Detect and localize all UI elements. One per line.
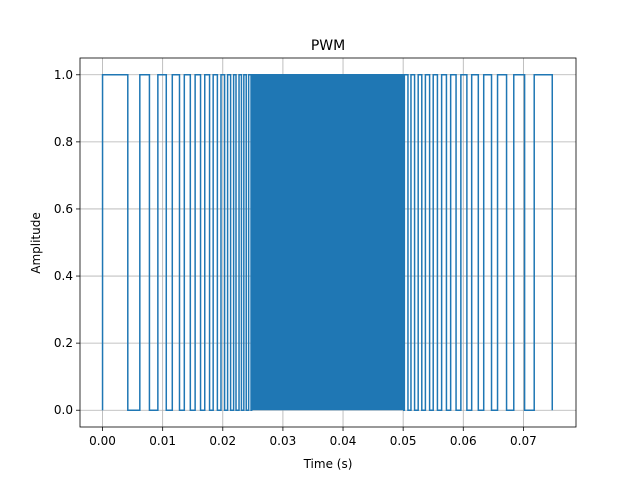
y-tick-label: 1.0 <box>54 68 73 82</box>
x-axis: 0.00 0.01 0.02 0.03 0.04 0.05 0.06 0.07 <box>89 427 537 448</box>
y-tick-label: 0.6 <box>54 202 73 216</box>
y-tick-label: 0.4 <box>54 269 73 283</box>
pwm-signal-line <box>101 74 554 411</box>
y-axis-label: Amplitude <box>29 212 43 274</box>
dense-pulse-region <box>251 74 404 411</box>
y-tick-label: 0.2 <box>54 336 73 350</box>
x-tick-label: 0.03 <box>270 434 297 448</box>
x-tick-label: 0.05 <box>390 434 417 448</box>
y-tick-label: 0.8 <box>54 135 73 149</box>
x-tick-label: 0.00 <box>89 434 116 448</box>
y-tick-label: 0.0 <box>54 403 73 417</box>
chart-title: PWM <box>311 38 345 54</box>
x-tick-label: 0.06 <box>450 434 477 448</box>
x-tick-label: 0.01 <box>149 434 176 448</box>
axes-frame <box>79 57 577 428</box>
x-axis-label: Time (s) <box>303 457 353 471</box>
x-tick-label: 0.04 <box>330 434 357 448</box>
x-tick-label: 0.07 <box>510 434 537 448</box>
plot-area <box>101 74 554 411</box>
y-axis: 0.0 0.2 0.4 0.6 0.8 1.0 <box>54 68 80 417</box>
x-tick-label: 0.02 <box>209 434 236 448</box>
